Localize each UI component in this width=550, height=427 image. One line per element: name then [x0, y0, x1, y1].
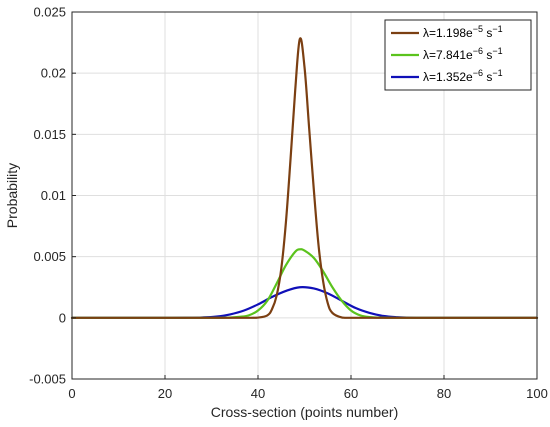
ticks: 0 20 40 60 80 100-0.00500.0050.010.0150.020.0…: [29, 5, 548, 402]
y-tick-label: 0.005: [33, 249, 66, 264]
x-tick-label: 60: [344, 386, 358, 401]
y-axis-title: Probability: [4, 163, 20, 228]
legend-label-1: λ=1.198e−5 s−1: [423, 24, 503, 40]
y-tick-label: 0.01: [41, 188, 66, 203]
series-line-1: [70, 37, 539, 319]
x-tick-label: 80: [437, 386, 451, 401]
legend: λ=1.198e−5 s−1 λ=7.841e−6 s−1 λ=1.352e−6 s…: [384, 19, 532, 91]
x-tick-label: 40: [251, 386, 265, 401]
series-lines: [70, 37, 539, 319]
y-tick-label: 0.015: [33, 127, 66, 142]
y-tick-label: 0.025: [33, 5, 66, 20]
x-tick-label: 20: [158, 386, 172, 401]
x-tick-label: 0: [68, 386, 75, 401]
y-tick-label: -0.005: [29, 372, 66, 387]
legend-label-2: λ=7.841e−6 s−1: [423, 46, 503, 62]
x-axis-title: Cross-section (points number): [211, 404, 399, 420]
x-tick-label: 100: [526, 386, 548, 401]
y-tick-label: 0: [59, 310, 66, 325]
y-tick-label: 0.02: [41, 66, 66, 81]
legend-label-3: λ=1.352e−6 s−1: [423, 68, 503, 84]
